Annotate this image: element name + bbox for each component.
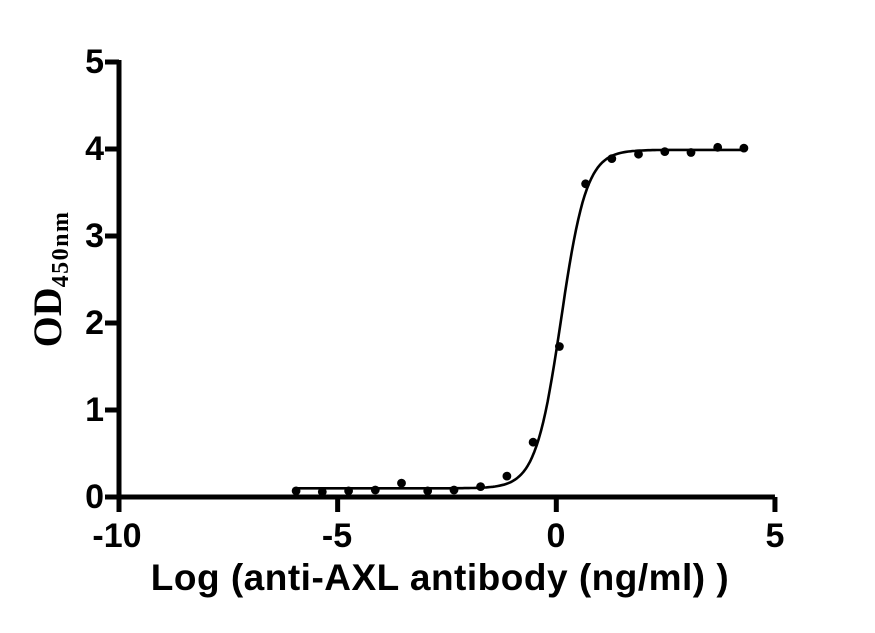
x-tick-label-5: 5 [765, 517, 785, 555]
x-tick-label-neg10: -10 [92, 517, 142, 555]
data-point [344, 486, 353, 496]
y-tick-label-2: 2 [85, 304, 104, 342]
y-tick-label-5: 5 [85, 43, 104, 81]
data-point [502, 471, 512, 481]
data-point [686, 148, 696, 157]
y-tick-label-1: 1 [85, 391, 104, 429]
data-point [423, 486, 433, 496]
y-axis-title-subscript: 450nm [48, 210, 74, 288]
data-point [713, 142, 723, 152]
y-axis-title-main: OD [25, 287, 70, 348]
data-point [555, 342, 564, 351]
data-point [476, 482, 485, 491]
x-tick-label-neg5: -5 [321, 517, 353, 555]
y-tick-label-4: 4 [85, 130, 104, 168]
data-point [528, 437, 538, 447]
data-point [581, 179, 590, 189]
data-point [634, 149, 643, 159]
data-point [291, 486, 301, 496]
data-point [317, 487, 327, 497]
fit-curve [296, 148, 743, 490]
data-point [739, 143, 749, 153]
data-point [397, 478, 406, 488]
y-axis-title: OD 450nm [25, 119, 74, 439]
data-point [449, 485, 459, 495]
data-point [607, 154, 617, 164]
data-point [370, 485, 380, 495]
y-tick-label-3: 3 [85, 217, 104, 255]
data-point [660, 147, 670, 157]
x-tick-label-0: 0 [546, 517, 566, 555]
y-tick-label-0: 0 [85, 478, 104, 516]
x-axis-title: Log (anti-AXL antibody (ng/ml) ) [150, 557, 730, 598]
